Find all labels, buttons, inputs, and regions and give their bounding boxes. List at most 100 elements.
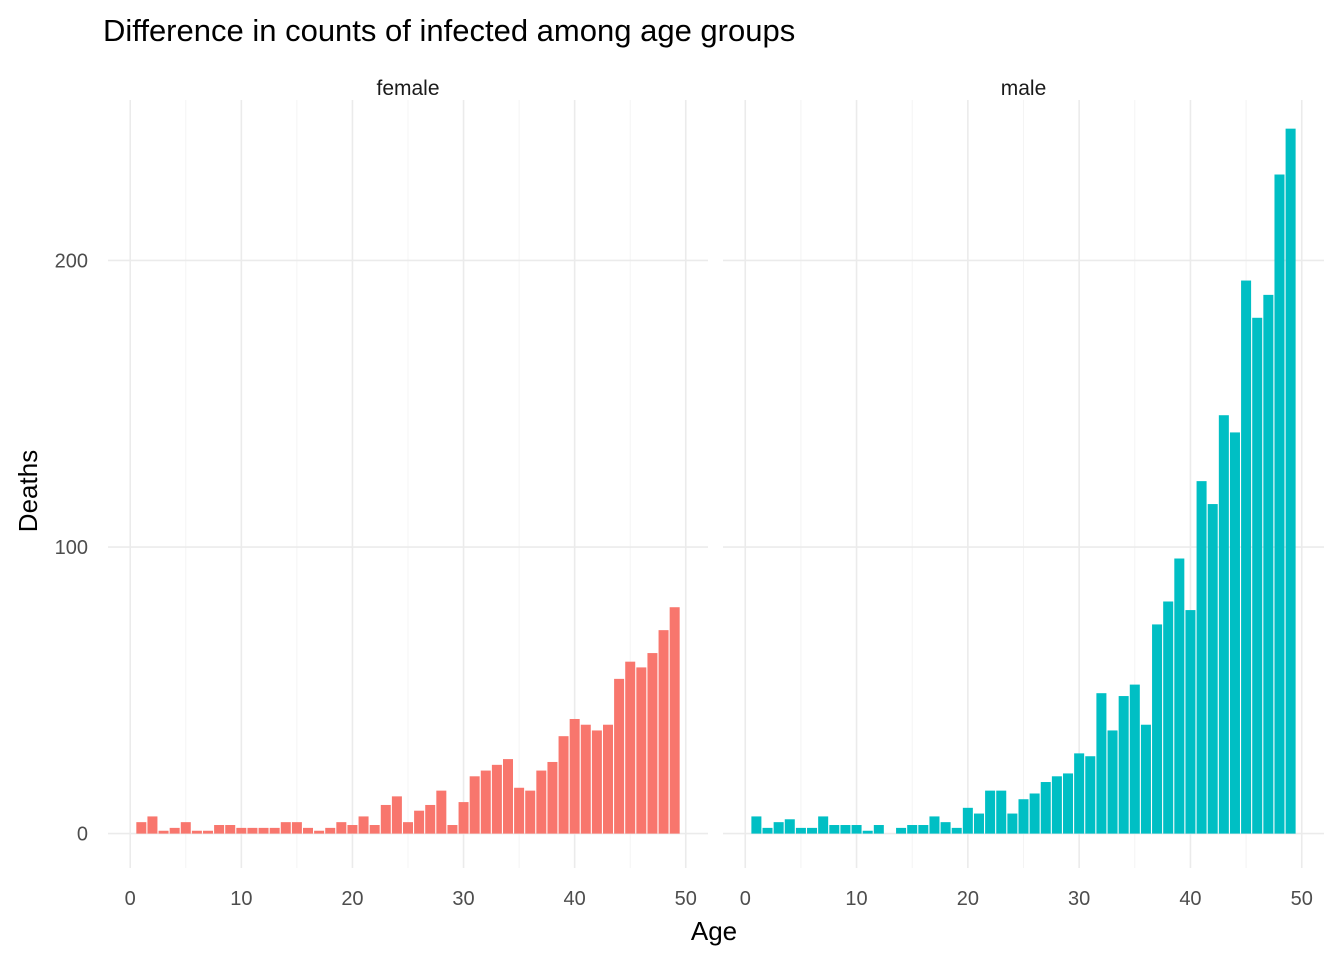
x-tick-label: 30: [452, 888, 474, 910]
bar-male-age-46: [1252, 317, 1263, 834]
bar-female-age-35: [514, 787, 525, 834]
bar-female-age-11: [247, 827, 258, 834]
bar-female-age-20: [347, 825, 358, 834]
bar-male-age-24: [1007, 813, 1018, 834]
bar-male-age-10: [851, 825, 862, 834]
bar-male-age-22: [985, 790, 996, 834]
bar-female-age-19: [336, 822, 347, 834]
bar-female-age-4: [169, 827, 180, 834]
bar-male-age-12: [873, 825, 884, 834]
bar-female-age-31: [469, 776, 480, 834]
bar-male-age-7: [818, 816, 829, 834]
bar-female-age-43: [603, 724, 613, 834]
bar-female-age-40: [569, 718, 580, 834]
bar-female-age-8: [214, 825, 225, 834]
bar-female-age-18: [325, 827, 336, 834]
x-tick-label: 40: [564, 888, 586, 910]
bar-female-age-37: [536, 770, 547, 834]
bar-male-age-35: [1129, 684, 1140, 834]
facet-panel-female: female 0 10 20 30 40 50 0 100 200: [55, 77, 708, 910]
bar-female-age-46: [636, 667, 647, 834]
bar-male-age-8: [829, 825, 840, 834]
bar-male-age-25: [1018, 799, 1029, 834]
facet-panel-male: male 0 10 20 30 40 50: [723, 77, 1324, 910]
x-tick-label: 30: [1068, 888, 1090, 910]
bar-female-age-45: [625, 661, 636, 834]
y-tick-label: 200: [55, 250, 88, 272]
bar-female-age-27: [425, 804, 436, 834]
bar-male-age-37: [1152, 624, 1163, 834]
bar-female-age-22: [369, 825, 380, 834]
bar-male-age-28: [1051, 776, 1062, 834]
bar-female-age-30: [458, 802, 469, 834]
bar-female-age-49: [669, 607, 680, 834]
bar-male-age-41: [1196, 481, 1207, 834]
bar-female-age-21: [358, 816, 369, 834]
bar-male-age-17: [929, 816, 940, 834]
bar-female-age-24: [391, 796, 402, 834]
x-tick-label: 0: [125, 888, 136, 910]
bar-male-age-5: [795, 827, 806, 834]
bar-male-age-49: [1285, 128, 1296, 834]
bar-male-age-34: [1118, 696, 1129, 834]
y-tick-label: 0: [77, 824, 88, 846]
bar-female-age-5: [180, 822, 191, 834]
facet-label-male: male: [1001, 77, 1047, 100]
bar-female-age-28: [436, 790, 447, 834]
bar-female-age-34: [503, 759, 513, 834]
bar-female-age-16: [303, 827, 313, 834]
bar-female-age-48: [658, 630, 669, 834]
bar-male-age-20: [962, 807, 973, 834]
bar-male-age-26: [1029, 793, 1040, 834]
bar-female-age-44: [614, 678, 625, 834]
bar-female-age-23: [380, 804, 391, 834]
chart-title: Difference in counts of infected among a…: [103, 13, 795, 48]
bar-female-age-47: [647, 653, 658, 834]
facet-panels: female 0 10 20 30 40 50 0 100 200 male 0 10 20 30 40 50: [55, 77, 1324, 910]
bar-female-age-17: [314, 830, 325, 834]
y-axis-title: Deaths: [13, 450, 43, 532]
x-tick-label: 0: [740, 888, 751, 910]
bar-male-age-14: [896, 827, 907, 834]
bar-male-age-19: [951, 827, 962, 834]
bar-male-age-36: [1140, 724, 1151, 834]
bar-male-age-30: [1074, 753, 1085, 834]
bar-male-age-3: [773, 822, 784, 834]
x-tick-label: 50: [675, 888, 697, 910]
bar-male-age-38: [1163, 601, 1174, 834]
bar-female-age-41: [580, 724, 591, 834]
bar-female-age-39: [558, 736, 569, 834]
facet-label-female: female: [376, 77, 439, 100]
bar-male-age-29: [1063, 773, 1074, 834]
x-axis-title: Age: [691, 916, 737, 946]
bar-male-age-1: [751, 816, 762, 834]
bar-female-age-25: [403, 822, 413, 834]
bar-male-age-42: [1207, 504, 1218, 834]
bar-male-age-9: [840, 825, 851, 834]
bar-male-age-2: [762, 827, 773, 834]
bar-male-age-6: [807, 827, 818, 834]
bar-female-age-29: [447, 825, 458, 834]
x-tick-label: 10: [845, 888, 867, 910]
bar-male-age-39: [1174, 558, 1185, 834]
bar-male-age-32: [1096, 693, 1107, 834]
bar-female-age-6: [191, 830, 202, 834]
bar-male-age-16: [918, 825, 929, 834]
x-tick-label: 10: [230, 888, 252, 910]
bar-female-age-26: [414, 810, 425, 834]
bar-male-age-31: [1085, 756, 1096, 834]
bar-female-age-2: [147, 816, 158, 834]
bar-female-age-42: [591, 730, 602, 834]
bar-female-age-12: [258, 827, 269, 834]
bar-male-age-45: [1241, 280, 1252, 834]
x-tick-label: 20: [341, 888, 363, 910]
x-tick-label: 20: [957, 888, 979, 910]
bar-female-age-33: [491, 764, 502, 834]
bar-female-age-13: [269, 827, 280, 834]
bar-female-age-3: [158, 830, 169, 834]
bar-male-age-44: [1229, 432, 1240, 834]
bar-male-age-18: [940, 822, 951, 834]
bar-male-age-27: [1040, 782, 1051, 834]
bar-female-age-1: [136, 822, 147, 834]
